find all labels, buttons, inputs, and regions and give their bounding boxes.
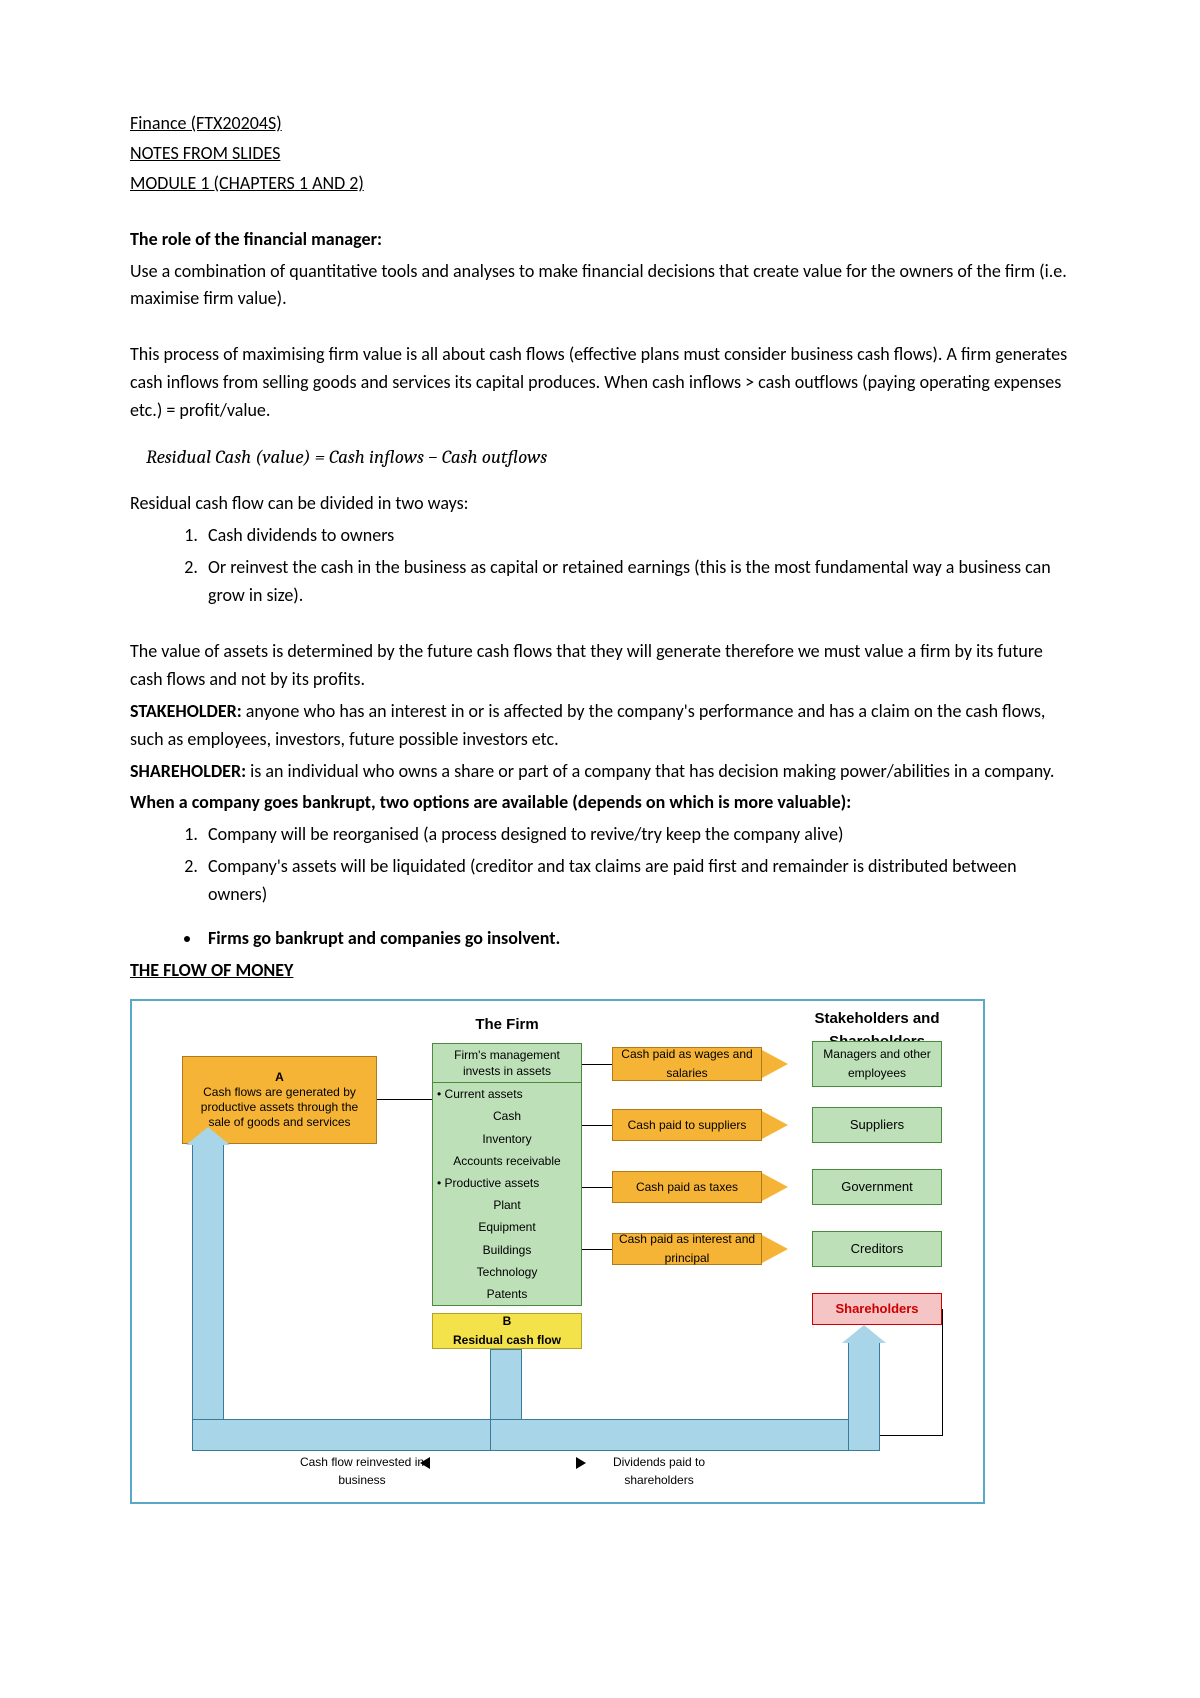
recipient-government: Government (812, 1169, 942, 1205)
bankrupt-note: Firms go bankrupt and companies go insol… (202, 925, 1070, 953)
asset-item: Plant (433, 1194, 581, 1216)
pipe-join (193, 1420, 223, 1434)
payment-interest: Cash paid as interest and principal (612, 1233, 762, 1265)
residual-divide-intro: Residual cash flow can be divided in two… (130, 490, 1070, 518)
paragraph-value-assets: The value of assets is determined by the… (130, 638, 1070, 694)
shareholder-text: is an individual who owns a share or par… (246, 760, 1054, 782)
pipe-segment (192, 1419, 522, 1451)
bankrupt-intro: When a company goes bankrupt, two option… (130, 789, 1070, 817)
connector-line (582, 1187, 612, 1188)
shareholder-def: SHAREHOLDER: is an individual who owns a… (130, 758, 1070, 786)
asset-item: Patents (433, 1283, 581, 1305)
firm-heading: The Firm (452, 1013, 562, 1036)
recipient-shareholders: Shareholders (812, 1293, 942, 1325)
box-a-text: Cash flows are generated by productive a… (189, 1085, 370, 1130)
asset-item: Buildings (433, 1239, 581, 1261)
box-a-letter: A (275, 1070, 284, 1085)
connector-line (582, 1064, 612, 1065)
pipe-join (849, 1420, 879, 1434)
box-b-letter: B (503, 1312, 512, 1331)
list-item: Cash dividends to owners (202, 522, 1070, 550)
recipient-suppliers: Suppliers (812, 1107, 942, 1143)
asset-item: Cash (433, 1105, 581, 1127)
stakeholder-text: anyone who has an interest in or is affe… (130, 700, 1045, 750)
bankrupt-list: Company will be reorganised (a process d… (202, 821, 1070, 909)
asset-item: Technology (433, 1261, 581, 1283)
doc-header-line-2: NOTES FROM SLIDES (130, 140, 1070, 168)
list-item: Firms go bankrupt and companies go insol… (202, 925, 1070, 953)
payment-taxes: Cash paid as taxes (612, 1171, 762, 1203)
dividends-label: Dividends paid to shareholders (584, 1453, 734, 1490)
arrow-icon (576, 1457, 586, 1469)
pipe-segment (192, 1144, 224, 1434)
reinvest-label: Cash flow reinvested in business (282, 1453, 442, 1490)
pipe-segment (848, 1341, 880, 1451)
list-item: Company will be reorganised (a process d… (202, 821, 1070, 849)
assets-header: Firm's management invests in assets (433, 1044, 581, 1083)
recipient-employees: Managers and other employees (812, 1041, 942, 1087)
stakeholder-def: STAKEHOLDER: anyone who has an interest … (130, 698, 1070, 754)
recipient-creditors: Creditors (812, 1231, 942, 1267)
arrow-icon (762, 1173, 788, 1201)
box-b-residual: B Residual cash flow (432, 1313, 582, 1349)
asset-item: Inventory (433, 1128, 581, 1150)
pipe-segment (490, 1419, 880, 1451)
stakeholder-label: STAKEHOLDER: (130, 700, 242, 722)
arrow-icon (762, 1235, 788, 1263)
connector-line (582, 1125, 612, 1126)
connector-line (377, 1099, 432, 1100)
list-item: Or reinvest the cash in the business as … (202, 554, 1070, 610)
asset-item: Accounts receivable (433, 1150, 581, 1172)
doc-header-line-1: Finance (FTX20204S) (130, 110, 1070, 138)
payment-wages: Cash paid as wages and salaries (612, 1047, 762, 1081)
asset-item: Equipment (433, 1216, 581, 1238)
arrow-icon (420, 1457, 430, 1469)
paragraph-role-desc: Use a combination of quantitative tools … (130, 258, 1070, 314)
arrow-icon (842, 1325, 886, 1343)
flow-of-money-heading: THE FLOW OF MONEY (130, 957, 1070, 985)
assets-productive-bullet: • Productive assets (433, 1172, 581, 1194)
connector-line (880, 1435, 943, 1436)
assets-column: Firm's management invests in assets • Cu… (432, 1043, 582, 1306)
residual-divide-list: Cash dividends to owners Or reinvest the… (202, 522, 1070, 610)
doc-header-line-3: MODULE 1 (CHAPTERS 1 AND 2) (130, 170, 1070, 198)
pipe-join (491, 1420, 521, 1434)
assets-current-bullet: • Current assets (433, 1083, 581, 1105)
shareholder-label: SHAREHOLDER: (130, 760, 246, 782)
arrow-icon (186, 1127, 230, 1145)
residual-cash-formula: Residual Cash (value) = Cash inflows − C… (146, 443, 1070, 472)
box-b-text: Residual cash flow (453, 1331, 561, 1350)
flow-of-money-diagram: The Firm Stakeholders and Shareholders A… (130, 999, 985, 1504)
paragraph-cashflows: This process of maximising firm value is… (130, 341, 1070, 425)
list-item: Company's assets will be liquidated (cre… (202, 853, 1070, 909)
arrow-icon (762, 1111, 788, 1139)
connector-line (582, 1249, 612, 1250)
connector-line (942, 1309, 943, 1435)
section-heading-role: The role of the financial manager: (130, 226, 1070, 254)
payment-suppliers: Cash paid to suppliers (612, 1109, 762, 1141)
arrow-icon (762, 1050, 788, 1078)
